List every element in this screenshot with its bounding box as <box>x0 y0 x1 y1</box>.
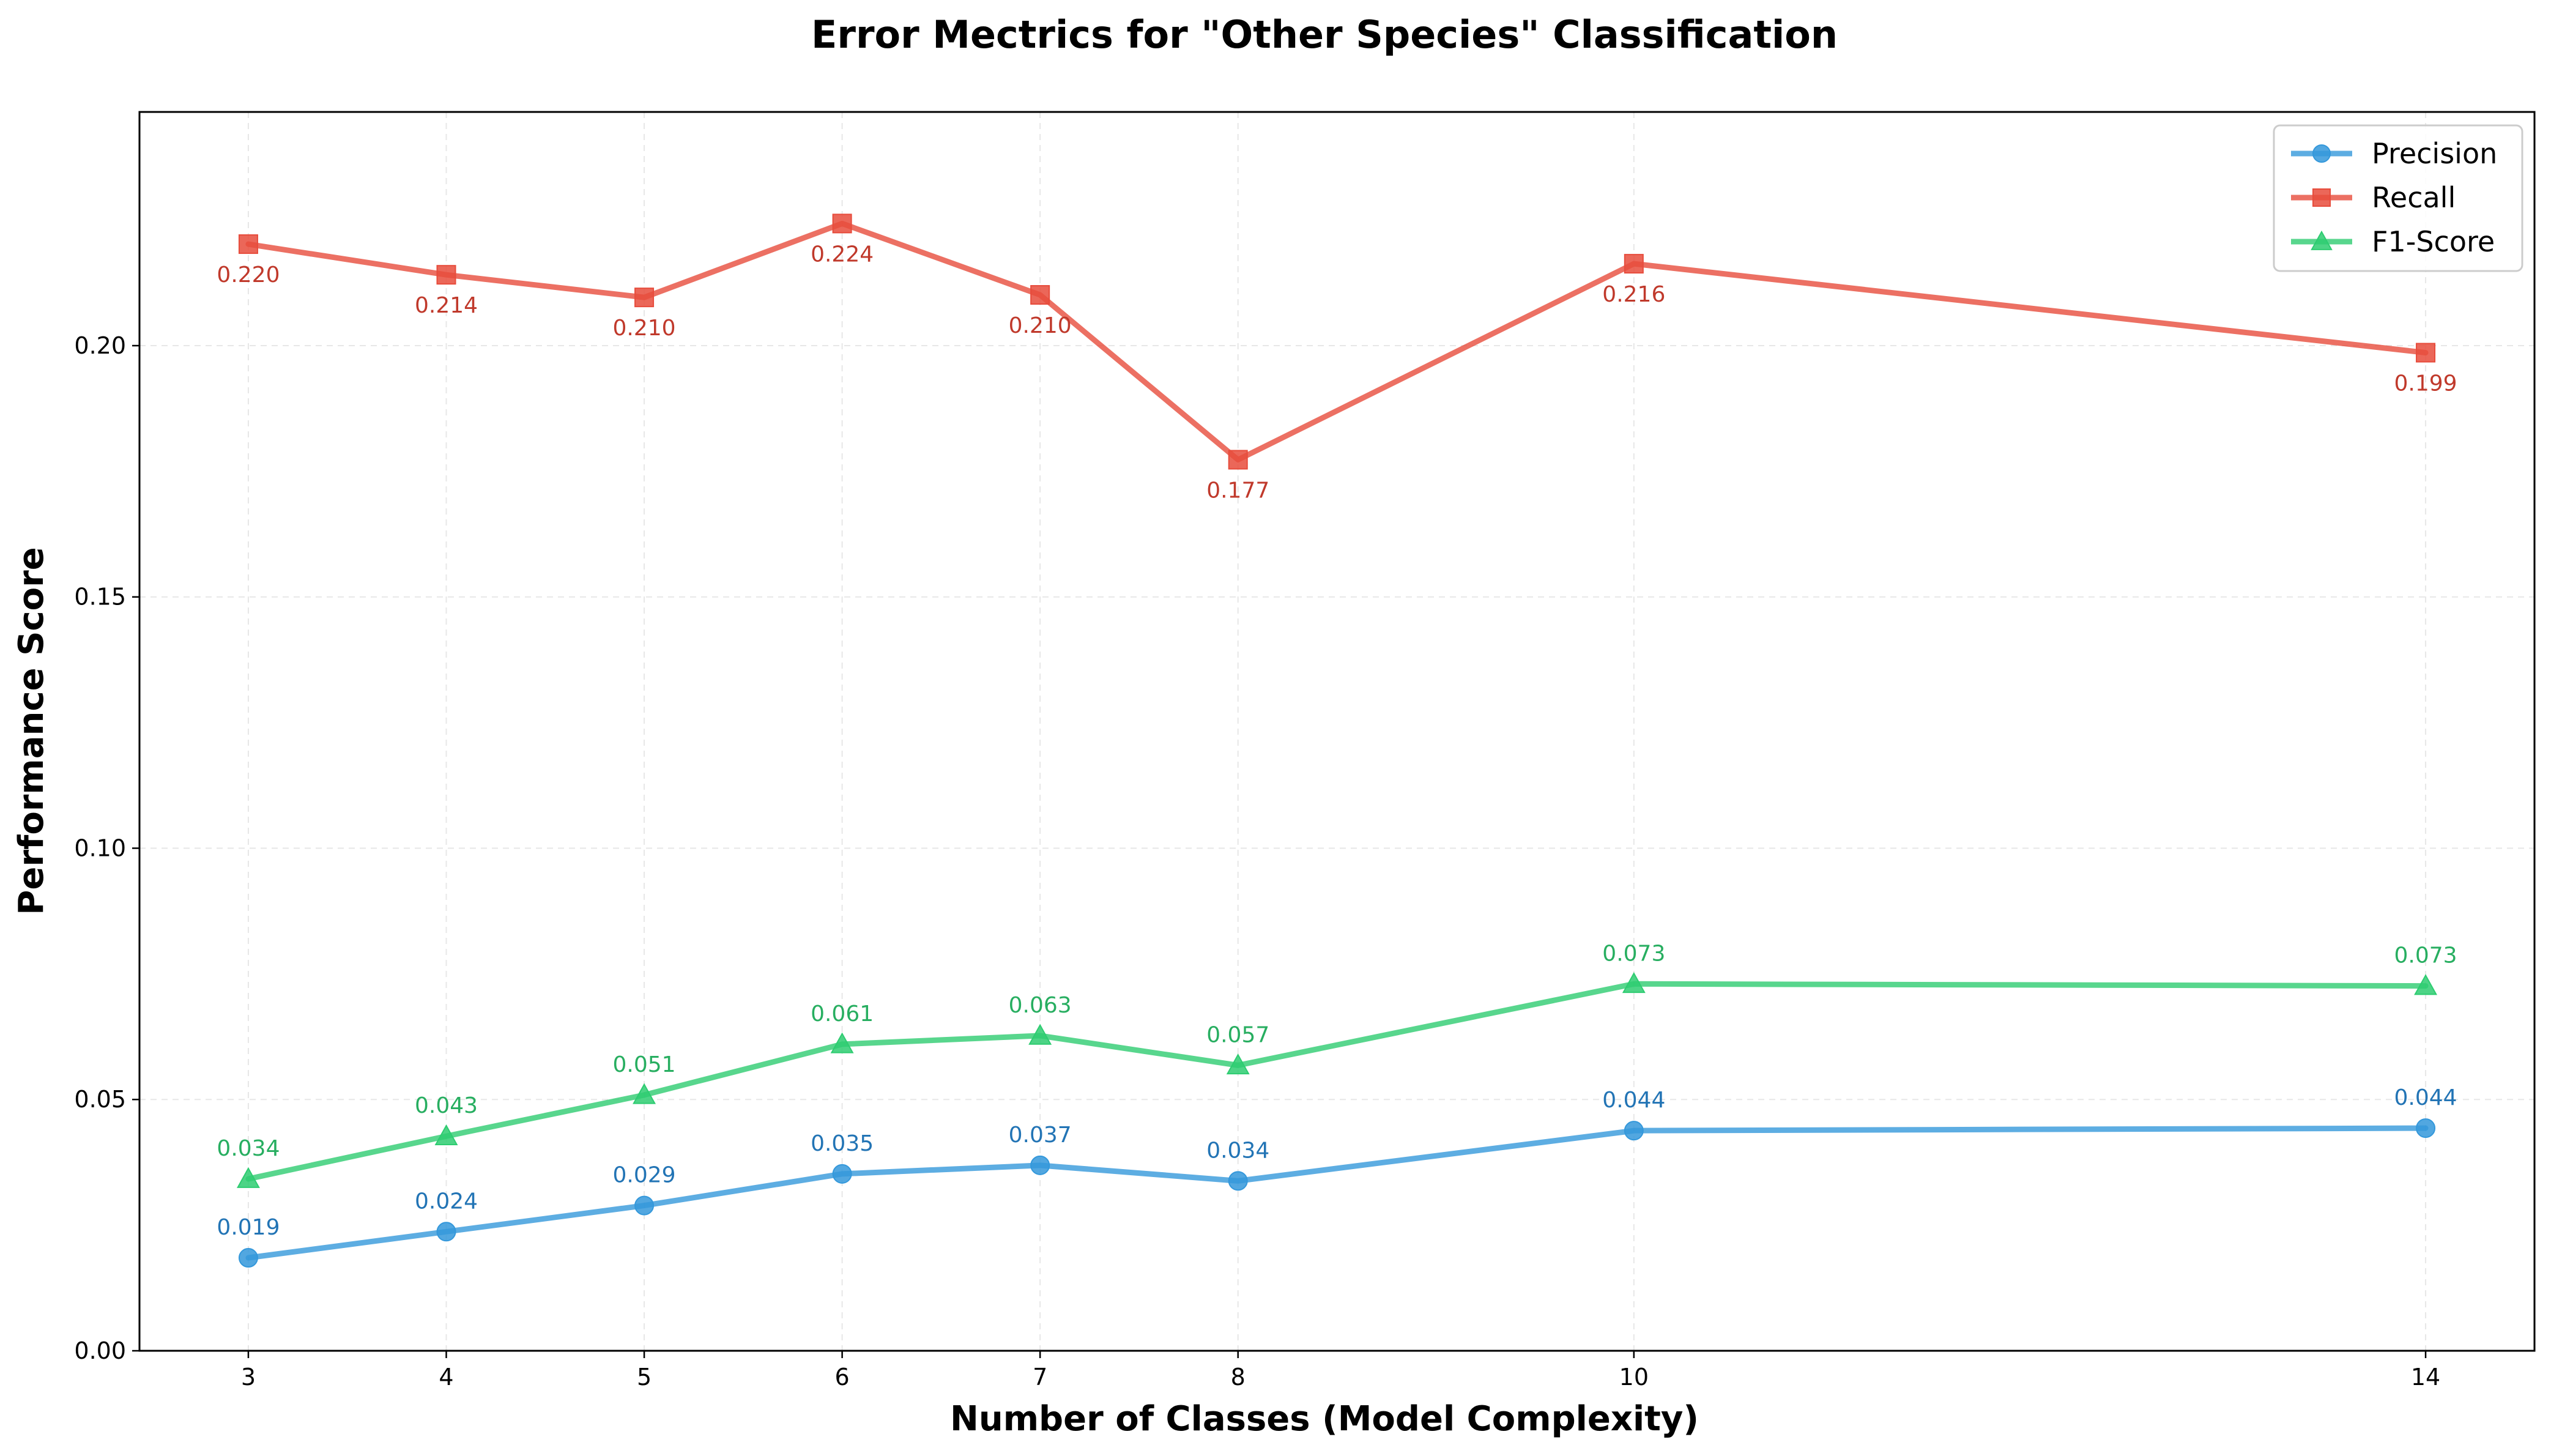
legend-marker-f1-score <box>2311 230 2333 250</box>
data-point-precision <box>634 1195 655 1216</box>
x-tick-label: 4 <box>439 1364 453 1391</box>
legend-marker-recall <box>2312 188 2331 207</box>
data-label-f1-score: 0.073 <box>2394 943 2457 968</box>
data-label-precision: 0.044 <box>1602 1088 1665 1113</box>
data-point-recall <box>832 214 852 234</box>
data-label-f1-score: 0.061 <box>811 1001 874 1027</box>
series-line-precision <box>245 1125 2429 1261</box>
data-point-recall <box>1228 450 1248 470</box>
data-label-recall: 0.214 <box>415 293 478 318</box>
legend-item-f1-score: F1-Score <box>2291 225 2495 258</box>
data-point-recall <box>2416 343 2436 363</box>
plot-frame <box>138 111 2536 1352</box>
data-point-f1-score <box>237 1167 260 1188</box>
data-label-precision: 0.035 <box>811 1131 874 1156</box>
data-point-precision <box>1228 1171 1248 1191</box>
legend-item-recall: Recall <box>2291 181 2456 214</box>
data-label-recall: 0.177 <box>1206 478 1269 503</box>
data-label-f1-score: 0.034 <box>217 1136 280 1161</box>
data-point-precision <box>2416 1118 2436 1138</box>
grid <box>139 112 2534 1351</box>
data-point-precision <box>238 1248 258 1268</box>
x-tick-label: 8 <box>1231 1364 1246 1391</box>
plot-series: 0.019 0.024 0.029 0.035 0.037 0.034 0.044 0.044… <box>217 214 2457 1268</box>
data-point-recall <box>1030 285 1050 305</box>
y-tick-label: 0.10 <box>74 834 126 861</box>
data-point-f1-score <box>1226 1053 1250 1075</box>
data-point-f1-score <box>1622 971 1646 994</box>
data-label-f1-score: 0.051 <box>613 1052 676 1077</box>
data-label-recall: 0.210 <box>1009 313 1072 338</box>
legend-label-precision: Precision <box>2372 137 2497 170</box>
series-f1-score: 0.034 0.043 0.051 0.061 0.063 0.057 0.073 0.073 <box>217 941 2457 1188</box>
series-line-f1-score <box>245 981 2429 1182</box>
data-label-recall: 0.216 <box>1602 282 1665 307</box>
data-label-recall: 0.210 <box>613 316 676 341</box>
legend-item-precision: Precision <box>2291 137 2497 170</box>
x-tick-label: 3 <box>241 1364 256 1391</box>
data-point-f1-score <box>2414 974 2437 995</box>
y-tick-label: 0.20 <box>74 332 126 359</box>
series-line-recall <box>245 220 2429 462</box>
y-tick-label: 0.15 <box>74 584 126 611</box>
data-label-f1-score: 0.073 <box>1602 941 1665 966</box>
data-label-precision: 0.044 <box>2394 1085 2457 1110</box>
legend-label-recall: Recall <box>2372 181 2456 214</box>
data-label-f1-score: 0.057 <box>1206 1022 1269 1047</box>
data-point-f1-score <box>434 1124 458 1146</box>
data-label-precision: 0.034 <box>1206 1138 1269 1163</box>
y-tick-label: 0.00 <box>74 1337 126 1364</box>
data-label-precision: 0.024 <box>415 1189 478 1214</box>
x-axis-label: Number of Classes (Model Complexity) <box>950 1399 1699 1439</box>
x-tick-label: 7 <box>1033 1364 1047 1391</box>
x-tick-label: 10 <box>1619 1364 1649 1391</box>
data-point-recall <box>1624 254 1644 274</box>
data-point-precision <box>832 1164 852 1184</box>
x-tick-label: 5 <box>637 1364 652 1391</box>
data-point-f1-score <box>830 1032 854 1053</box>
legend-box <box>2273 124 2523 272</box>
legend: Precision Recall F1-Score <box>2273 124 2523 272</box>
data-point-recall <box>238 234 258 254</box>
legend-marker-precision <box>2312 144 2331 163</box>
data-label-recall: 0.220 <box>217 262 280 288</box>
series-precision: 0.019 0.024 0.029 0.035 0.037 0.034 0.044 0.044 <box>217 1085 2457 1268</box>
data-point-recall <box>436 265 456 285</box>
x-tick-label: 14 <box>2411 1364 2440 1391</box>
data-label-recall: 0.199 <box>2394 371 2457 396</box>
x-tick-label: 6 <box>835 1364 850 1391</box>
data-point-precision <box>1624 1121 1644 1141</box>
ticks: 0.00 0.05 0.10 0.15 0.20 3 4 5 6 7 8 10 14 <box>74 332 2440 1391</box>
data-label-f1-score: 0.063 <box>1009 993 1072 1018</box>
series-recall: 0.220 0.214 0.210 0.224 0.210 0.177 0.216 0.199 <box>217 214 2457 503</box>
data-point-f1-score <box>1028 1023 1052 1045</box>
data-point-precision <box>436 1222 456 1242</box>
data-point-recall <box>634 288 655 308</box>
data-point-precision <box>1030 1155 1050 1175</box>
y-axis-label: Performance Score <box>12 547 51 915</box>
data-label-precision: 0.019 <box>217 1215 280 1240</box>
legend-label-f1-score: F1-Score <box>2372 225 2495 258</box>
data-label-precision: 0.037 <box>1009 1123 1072 1148</box>
data-label-precision: 0.029 <box>613 1163 676 1188</box>
chart-title: Error Mectrics for "Other Species" Class… <box>811 12 1838 57</box>
data-label-f1-score: 0.043 <box>415 1093 478 1118</box>
y-tick-label: 0.05 <box>74 1086 126 1113</box>
data-point-f1-score <box>633 1083 656 1104</box>
data-label-recall: 0.224 <box>811 242 874 267</box>
